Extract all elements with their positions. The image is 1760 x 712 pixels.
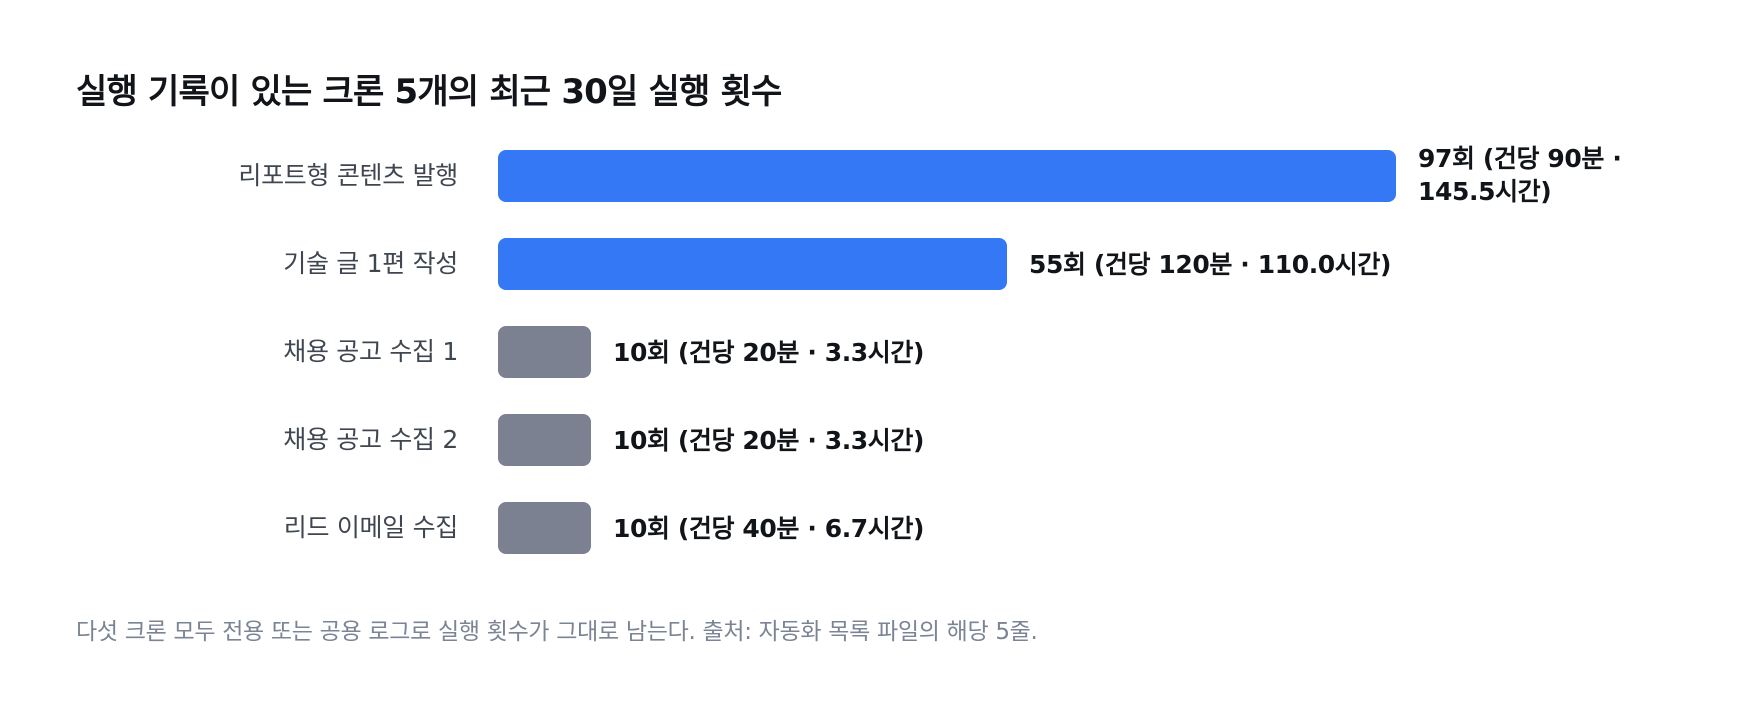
category-label: 리포트형 콘텐츠 발행 <box>238 161 458 190</box>
bar-row: 채용 공고 수집 1 10회 (건당 20분 · 3.3시간) <box>0 326 1760 378</box>
bar <box>498 502 591 554</box>
category-label: 기술 글 1편 작성 <box>283 249 458 278</box>
data-label: 97회 (건당 90분 · 145.5시간) <box>1418 144 1622 206</box>
bar-chart: 리포트형 콘텐츠 발행 97회 (건당 90분 · 145.5시간) 기술 글 1편… <box>0 144 1760 590</box>
chart-title: 실행 기록이 있는 크론 5개의 최근 30일 실행 횟수 <box>76 72 782 112</box>
category-label: 리드 이메일 수집 <box>283 513 459 542</box>
bar-row: 리드 이메일 수집 10회 (건당 40분 · 6.7시간) <box>0 502 1760 554</box>
category-label: 채용 공고 수집 1 <box>283 337 458 366</box>
data-label: 10회 (건당 40분 · 6.7시간) <box>613 513 925 543</box>
chart-caption: 다섯 크론 모두 전용 또는 공용 로그로 실행 횟수가 그대로 남는다. 출처… <box>76 619 1038 645</box>
data-label: 10회 (건당 20분 · 3.3시간) <box>613 425 925 455</box>
category-label: 채용 공고 수집 2 <box>283 425 458 454</box>
bar-row: 리포트형 콘텐츠 발행 97회 (건당 90분 · 145.5시간) <box>0 144 1760 206</box>
bar <box>498 414 591 466</box>
bar-row: 기술 글 1편 작성 55회 (건당 120분 · 110.0시간) <box>0 238 1760 290</box>
bar <box>498 150 1396 202</box>
bar-row: 채용 공고 수집 2 10회 (건당 20분 · 3.3시간) <box>0 414 1760 466</box>
data-label: 55회 (건당 120분 · 110.0시간) <box>1029 249 1392 279</box>
bar <box>498 326 591 378</box>
data-label: 10회 (건당 20분 · 3.3시간) <box>613 337 925 367</box>
bar <box>498 238 1007 290</box>
